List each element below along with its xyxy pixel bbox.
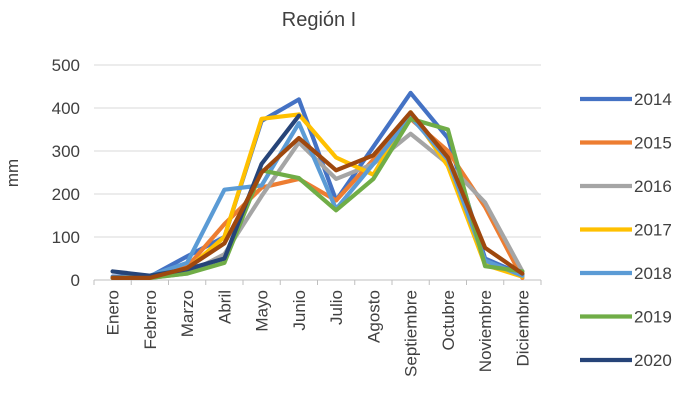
legend-label: 2018 <box>634 264 672 283</box>
x-tick-label: Febrero <box>141 290 160 350</box>
x-tick-label: Julio <box>327 290 346 325</box>
x-tick-label: Diciembre <box>513 290 532 367</box>
legend-label: 2019 <box>634 308 672 327</box>
legend-label: 2017 <box>634 221 672 240</box>
legend: 2014 2015 2016 2017 2018 2019 2020 <box>580 90 672 370</box>
y-tick-label: 200 <box>52 185 80 204</box>
x-tick-label: Marzo <box>178 290 197 337</box>
x-tick-label: Septiembre <box>402 290 421 377</box>
y-tick-label: 100 <box>52 228 80 247</box>
legend-label: 2014 <box>634 90 672 109</box>
y-axis-label: mm <box>3 159 22 187</box>
y-tick-label: 0 <box>71 271 80 290</box>
chart-title: Región I <box>282 9 357 31</box>
y-tick-label: 400 <box>52 99 80 118</box>
x-tick-label: Agosto <box>364 290 383 343</box>
x-tick-label: Junio <box>290 290 309 331</box>
legend-label: 2020 <box>634 351 672 370</box>
x-tick-label: Mayo <box>253 290 272 332</box>
x-tick-labels: Enero Febrero Marzo Abril Mayo Junio Julio Agos… <box>94 280 541 377</box>
series-lines <box>113 93 523 278</box>
y-tick-label: 300 <box>52 142 80 161</box>
gridlines <box>94 65 541 280</box>
legend-label: 2016 <box>634 177 672 196</box>
x-tick-label: Octubre <box>439 290 458 350</box>
y-tick-labels: 0 100 200 300 400 500 <box>52 56 80 290</box>
series-line-2018 <box>113 117 523 278</box>
x-tick-label: Enero <box>104 290 123 335</box>
y-tick-label: 500 <box>52 56 80 75</box>
x-tick-label: Abril <box>215 290 234 324</box>
x-tick-label: Noviembre <box>476 290 495 372</box>
legend-label: 2015 <box>634 134 672 153</box>
